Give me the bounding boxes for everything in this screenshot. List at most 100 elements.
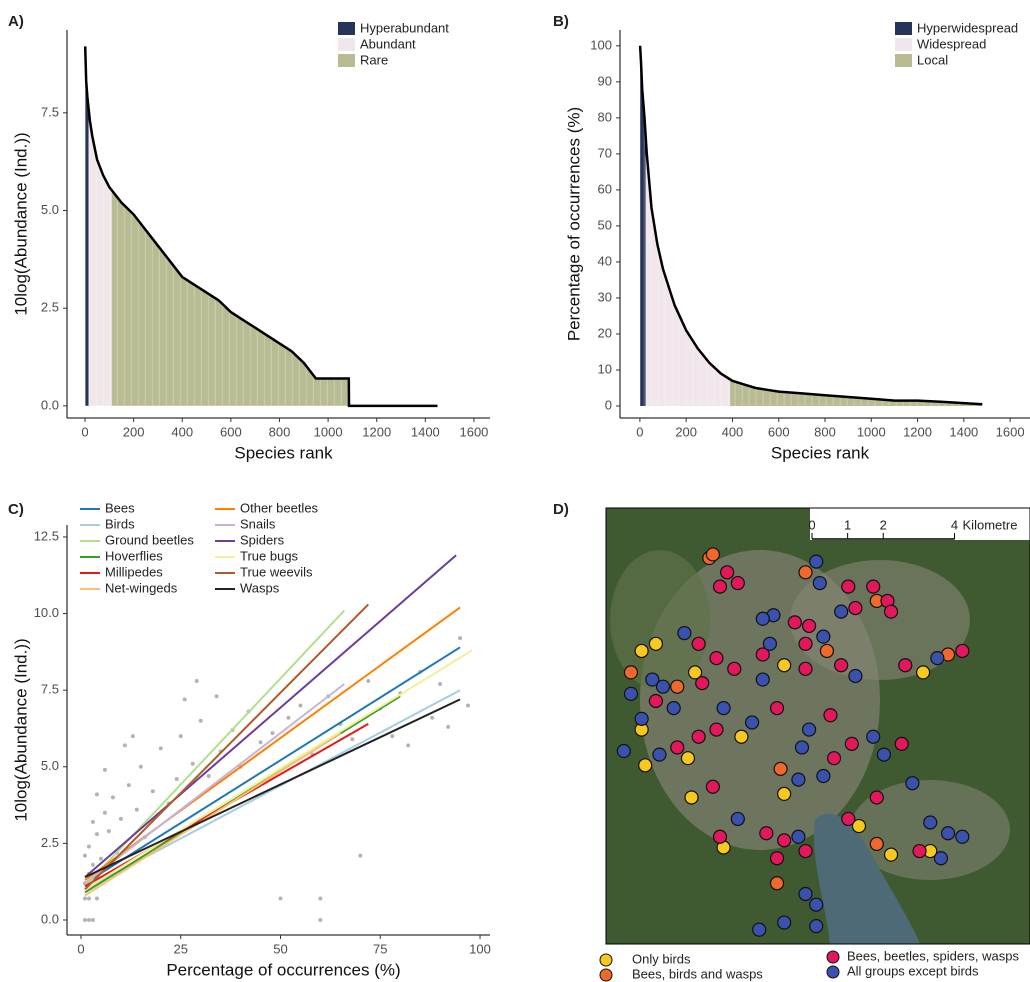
x-tick-label: 1200: [903, 424, 932, 439]
site: [623, 686, 639, 701]
point: [82, 896, 87, 901]
site: [912, 843, 927, 859]
legend-swatch: [338, 38, 355, 51]
site: [730, 811, 745, 827]
site: [634, 711, 649, 726]
site: [809, 919, 824, 934]
scale-unit: Kilometre: [963, 517, 1018, 532]
legend-label: Only birds: [632, 951, 691, 966]
point: [158, 746, 163, 751]
point: [82, 917, 87, 922]
site: [769, 876, 785, 891]
site: [777, 833, 792, 848]
x-tick-label: 0: [636, 424, 643, 439]
site: [705, 779, 720, 794]
panel-label: D): [553, 501, 569, 518]
legend-label: Hyperwidespread: [917, 20, 1018, 35]
point: [94, 832, 99, 837]
point: [94, 792, 99, 797]
site: [684, 790, 699, 805]
site: [894, 736, 909, 751]
point: [90, 819, 95, 824]
site: [801, 722, 817, 737]
point: [118, 816, 123, 821]
map-field: [610, 550, 710, 690]
legend-label: Bees, birds and wasps: [632, 966, 763, 981]
y-axis-title: 10log(Abundance (Ind.)): [11, 132, 30, 315]
legend-swatch: [338, 54, 355, 67]
point: [206, 773, 211, 778]
site: [755, 672, 770, 687]
y-tick-label: 40: [598, 253, 612, 268]
site: [940, 826, 956, 841]
y-tick-label: 0: [605, 397, 612, 412]
site: [769, 851, 785, 866]
x-tick-label: 400: [171, 424, 193, 439]
point: [102, 767, 107, 772]
site: [933, 851, 949, 866]
panel-label: B): [553, 13, 569, 30]
site: [869, 836, 884, 852]
site: [777, 915, 792, 930]
site: [670, 679, 685, 694]
y-tick-label: 7.5: [41, 104, 59, 119]
x-axis-title: Percentage of occurrences (%): [166, 960, 400, 979]
legend-swatch: [895, 54, 912, 67]
site: [716, 701, 731, 716]
site: [798, 843, 813, 859]
y-tick-label: 2.5: [41, 300, 59, 315]
site: [955, 829, 970, 844]
point: [150, 789, 155, 794]
fit-line: [84, 554, 457, 878]
site: [769, 701, 785, 716]
site: [883, 847, 899, 862]
site: [634, 643, 649, 659]
y-tick-label: 70: [598, 145, 612, 160]
fit-line: [84, 649, 473, 891]
site: [623, 665, 639, 680]
site: [791, 829, 806, 844]
fit-line: [84, 603, 370, 891]
site: [866, 729, 881, 744]
point: [198, 718, 203, 723]
legend-marker: [826, 965, 840, 979]
legend-label: Snails: [240, 516, 276, 531]
site: [677, 625, 692, 641]
site: [923, 815, 938, 830]
y-tick-label: 10: [598, 361, 612, 376]
site: [712, 829, 728, 844]
point: [390, 734, 395, 739]
site: [691, 636, 706, 651]
x-tick-label: 1400: [949, 424, 978, 439]
scale-label: 4: [951, 517, 958, 532]
y-axis-title: Percentage of occurrences (%): [564, 107, 583, 341]
site: [648, 693, 663, 709]
site: [791, 772, 806, 787]
site: [670, 740, 685, 755]
point: [430, 715, 435, 720]
y-tick-label: 12.5: [34, 528, 59, 543]
site: [645, 672, 660, 687]
site: [773, 761, 788, 776]
point: [102, 810, 107, 815]
site: [755, 647, 770, 662]
legend-label: True weevils: [240, 564, 313, 579]
class-band: [640, 45, 646, 407]
site: [687, 665, 703, 680]
site: [816, 768, 831, 784]
site: [680, 751, 696, 766]
point: [190, 761, 195, 766]
y-axis-title: 10log(Abundance (Ind.)): [11, 638, 30, 821]
site: [834, 604, 849, 619]
legend-label: Bees: [105, 500, 135, 515]
y-tick-label: 50: [598, 217, 612, 232]
legend-label: Bees, beetles, spiders, wasps: [847, 948, 1019, 963]
map-lake: [813, 813, 920, 944]
point: [86, 917, 91, 922]
point: [122, 743, 127, 748]
y-tick-label: 5.0: [41, 202, 59, 217]
point: [286, 715, 291, 720]
x-tick-label: 25: [173, 941, 187, 956]
y-tick-label: 10.0: [34, 605, 59, 620]
site: [787, 615, 802, 630]
